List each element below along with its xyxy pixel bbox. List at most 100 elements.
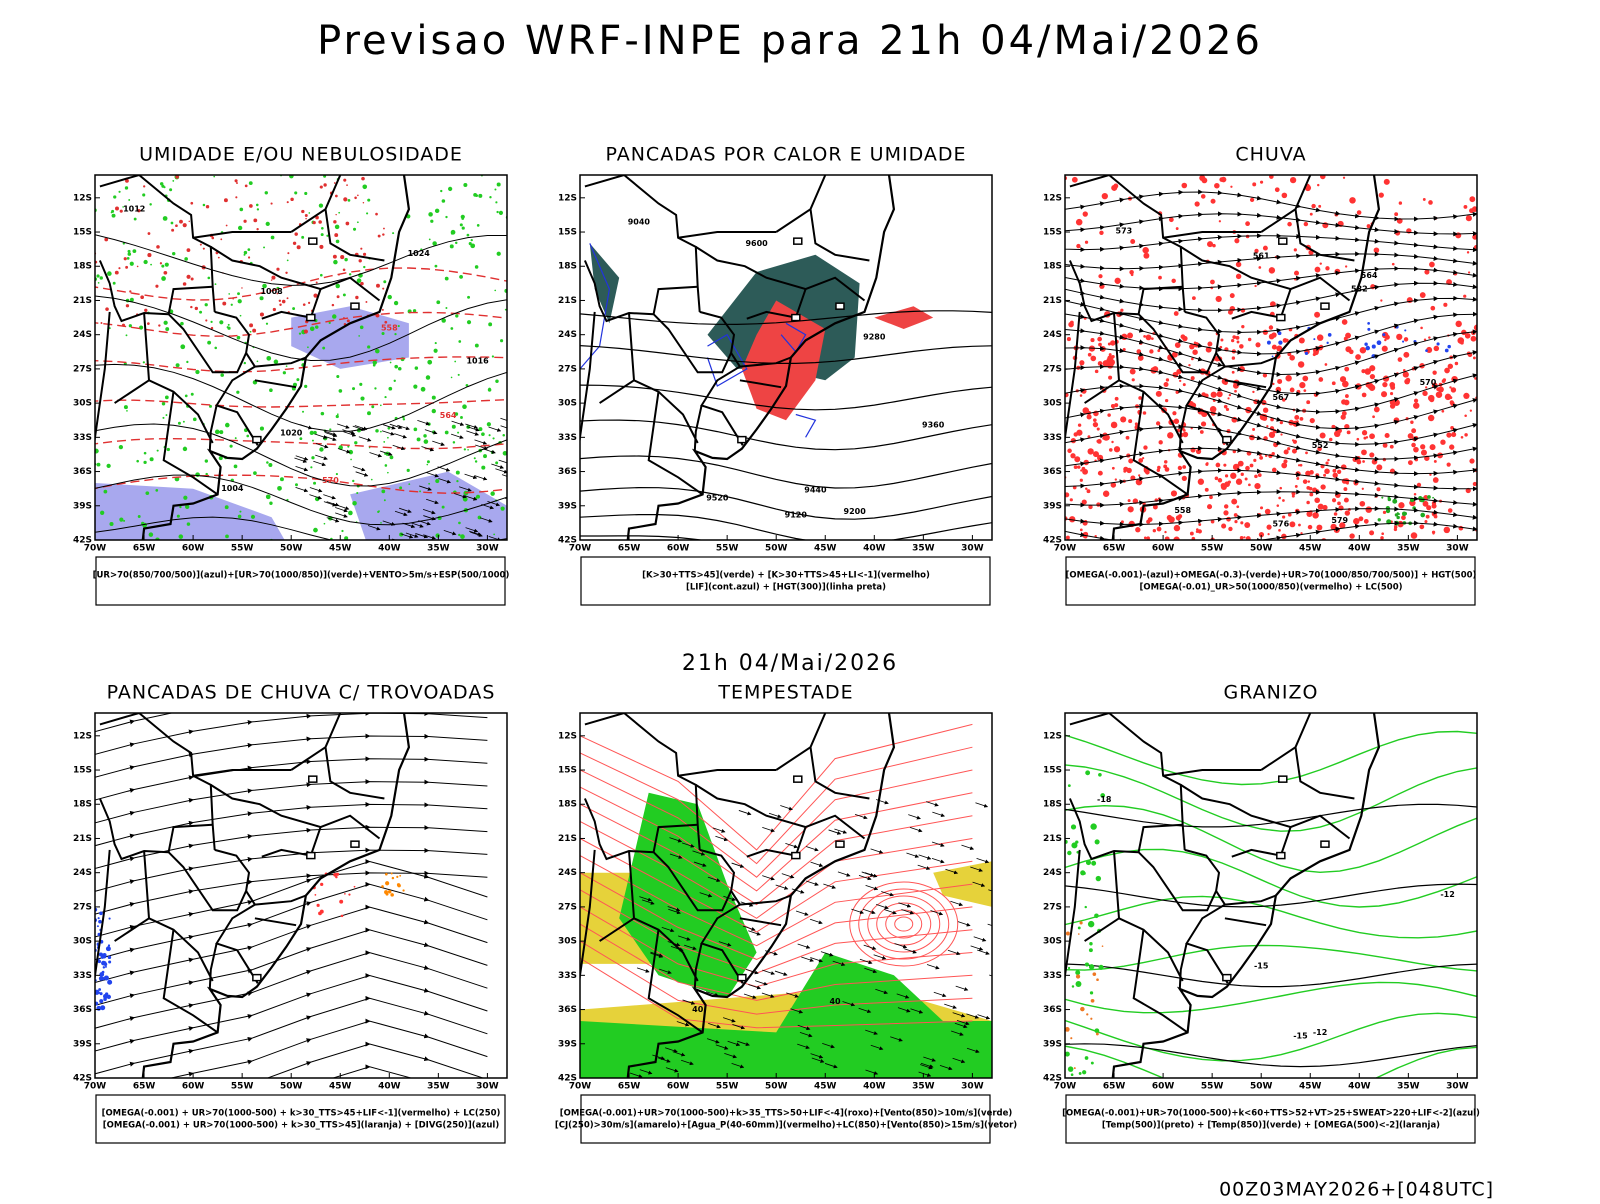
border: [805, 814, 866, 840]
lat-tick-label: 12S: [558, 731, 577, 741]
speckle: [1355, 354, 1361, 360]
speckle: [1267, 533, 1270, 536]
speckle: [1268, 431, 1276, 439]
speckle: [1088, 948, 1093, 953]
lake: [1278, 775, 1288, 783]
speckle: [74, 520, 77, 523]
speckle: [389, 455, 394, 460]
speckle: [114, 270, 119, 275]
contour: [95, 398, 507, 408]
speckle: [247, 248, 251, 251]
speckle: [1382, 510, 1387, 514]
speckle: [1067, 784, 1071, 787]
border: [695, 246, 807, 320]
speckle: [1274, 187, 1280, 193]
speckle: [1179, 379, 1182, 383]
contour-label: 558: [381, 323, 398, 332]
speckle: [163, 270, 168, 275]
speckle: [353, 227, 357, 231]
speckle: [1182, 335, 1188, 342]
speckle: [1090, 355, 1097, 362]
speckle: [311, 456, 315, 460]
speckle: [360, 396, 365, 401]
speckle: [165, 327, 170, 331]
wind-vector: [890, 1036, 903, 1042]
speckle: [1145, 334, 1152, 341]
speckle: [457, 431, 460, 434]
speckle: [468, 242, 472, 246]
wind-vector: [918, 854, 932, 860]
speckle: [1163, 381, 1169, 387]
speckle: [1138, 474, 1141, 477]
speckle: [377, 510, 380, 514]
lon-tick-label: 30W: [1446, 544, 1469, 554]
speckle: [360, 247, 363, 250]
border: [1137, 285, 1183, 315]
lat-tick-label: 18S: [73, 800, 92, 810]
speckle: [1090, 1061, 1094, 1065]
contour: [580, 923, 973, 1001]
lon-tick-label: 65W: [1103, 1082, 1126, 1092]
speckle: [1299, 416, 1304, 421]
speckle: [1077, 926, 1081, 930]
speckle: [448, 186, 453, 192]
speckle: [460, 534, 465, 539]
speckle: [374, 387, 377, 390]
border: [210, 784, 322, 858]
shaded-area: [580, 952, 992, 1078]
wind-vector: [737, 1040, 750, 1047]
wind-vector: [806, 880, 819, 886]
speckle: [399, 486, 403, 490]
speckle: [1077, 423, 1082, 427]
contour: [580, 344, 992, 364]
speckle: [1138, 547, 1142, 551]
speckle: [247, 256, 251, 259]
border: [1065, 849, 1081, 983]
lake: [350, 840, 360, 848]
speckle: [1345, 346, 1352, 353]
speckle: [371, 405, 375, 409]
wind-vector: [977, 1014, 991, 1020]
speckle: [129, 297, 134, 302]
speckle: [1196, 528, 1199, 531]
speckle: [1094, 369, 1099, 374]
speckle: [1253, 458, 1257, 462]
wind-vector: [314, 433, 328, 439]
wind-vector: [950, 900, 964, 907]
speckle: [346, 184, 348, 187]
speckle: [1376, 487, 1381, 492]
speckle: [1074, 456, 1081, 463]
speckle: [256, 208, 260, 211]
speckle: [1450, 425, 1454, 430]
speckle: [344, 536, 349, 540]
speckle: [236, 335, 241, 340]
wind-vector: [945, 868, 959, 875]
speckle: [1111, 354, 1115, 359]
speckle: [461, 217, 464, 220]
speckle: [1411, 428, 1417, 434]
speckle: [1257, 473, 1262, 478]
border: [677, 231, 777, 239]
speckle: [319, 447, 324, 452]
speckle: [335, 213, 337, 216]
speckle: [172, 180, 175, 182]
speckle: [1085, 770, 1091, 776]
speckle: [1414, 457, 1419, 462]
speckle: [366, 212, 369, 215]
speckle: [380, 521, 382, 524]
speckle: [1094, 913, 1099, 919]
speckle: [375, 313, 380, 318]
speckle: [1384, 334, 1390, 340]
border: [1132, 391, 1189, 496]
speckle: [335, 872, 340, 876]
speckle: [1274, 430, 1277, 434]
speckle: [380, 404, 382, 407]
speckle: [292, 382, 298, 387]
contour: [95, 904, 488, 984]
speckle: [1326, 540, 1332, 546]
contour: [1065, 804, 1477, 874]
wind-vector: [865, 1029, 878, 1035]
speckle: [1084, 1056, 1089, 1060]
contour: [580, 514, 992, 540]
speckle: [211, 544, 216, 549]
